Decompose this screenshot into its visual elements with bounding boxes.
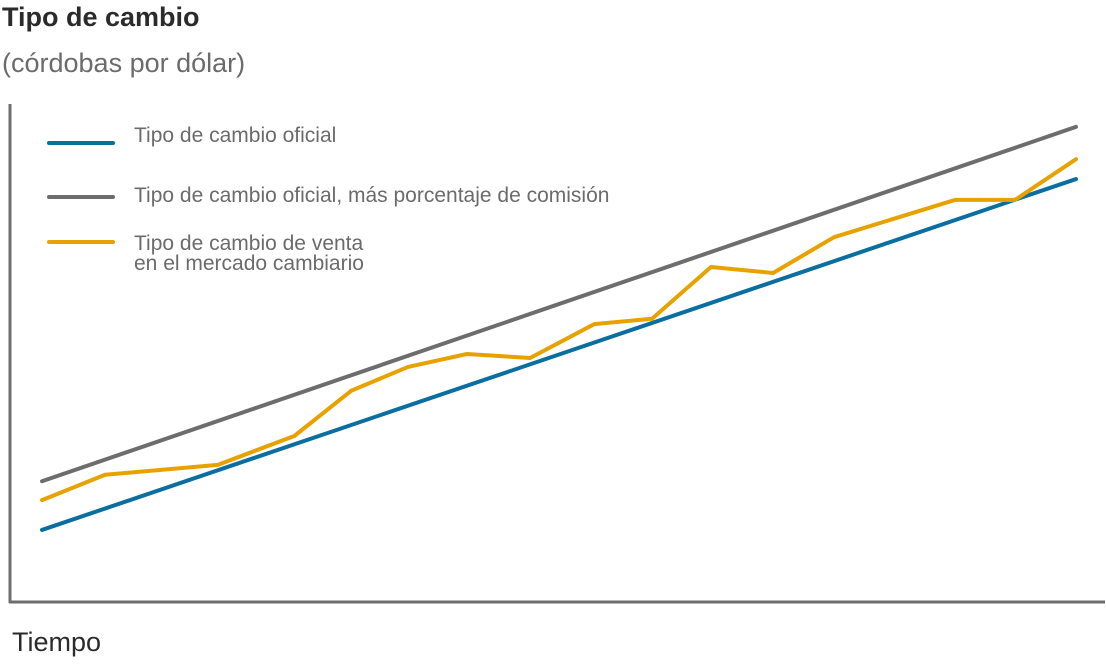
legend-label-market-line2: en el mercado cambiario	[134, 252, 364, 275]
legend-swatch-official	[47, 141, 115, 145]
series-line-official-commission	[40, 124, 1078, 484]
chart-title: Tipo de cambio	[2, 2, 200, 32]
legend-label-official: Tipo de cambio oficial	[134, 124, 337, 147]
chart-subtitle: (córdobas por dólar)	[2, 48, 246, 78]
legend-label-market-line1: Tipo de cambio de venta	[134, 232, 364, 255]
legend-label-official-commission: Tipo de cambio oficial, más porcentaje d…	[134, 184, 610, 207]
legend-swatch-market	[47, 240, 115, 244]
legend-swatch-official-commission	[47, 195, 115, 199]
series-line-official	[40, 177, 1078, 532]
x-axis-label: Tiempo	[12, 627, 102, 657]
series-line-market	[40, 157, 1078, 503]
